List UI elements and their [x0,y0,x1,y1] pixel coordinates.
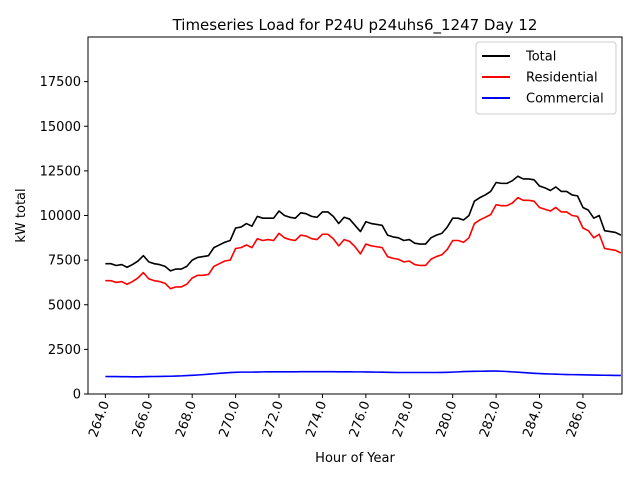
legend-frame [475,41,617,115]
legend-label-total: Total [525,50,556,65]
y-tick-label: 0 [73,388,81,403]
y-axis: 0 2500 5000 7500 10000 12500 15000 17500 [40,75,88,403]
legend-label-residential: Residential [526,71,598,86]
series-line-commercial [105,370,621,378]
series-line-total [105,175,622,272]
y-tick-label: 5000 [48,298,81,313]
chart-title: Timeseries Load for P24U p24uhs6_1247 Da… [172,16,538,35]
legend: Total Residential Commercial [475,41,617,115]
series-layer [105,175,622,378]
y-tick-label: 10000 [40,209,81,224]
legend-label-commercial: Commercial [526,92,604,107]
y-tick-label: 15000 [40,120,81,135]
y-axis-title: kW total [14,188,29,242]
y-tick-label: 2500 [48,343,81,358]
y-tick-label: 12500 [40,164,81,179]
y-tick-label: 7500 [48,254,81,269]
y-tick-label: 17500 [40,75,81,90]
x-axis-title: Hour of Year [315,451,395,466]
series-line-residential [105,196,622,290]
